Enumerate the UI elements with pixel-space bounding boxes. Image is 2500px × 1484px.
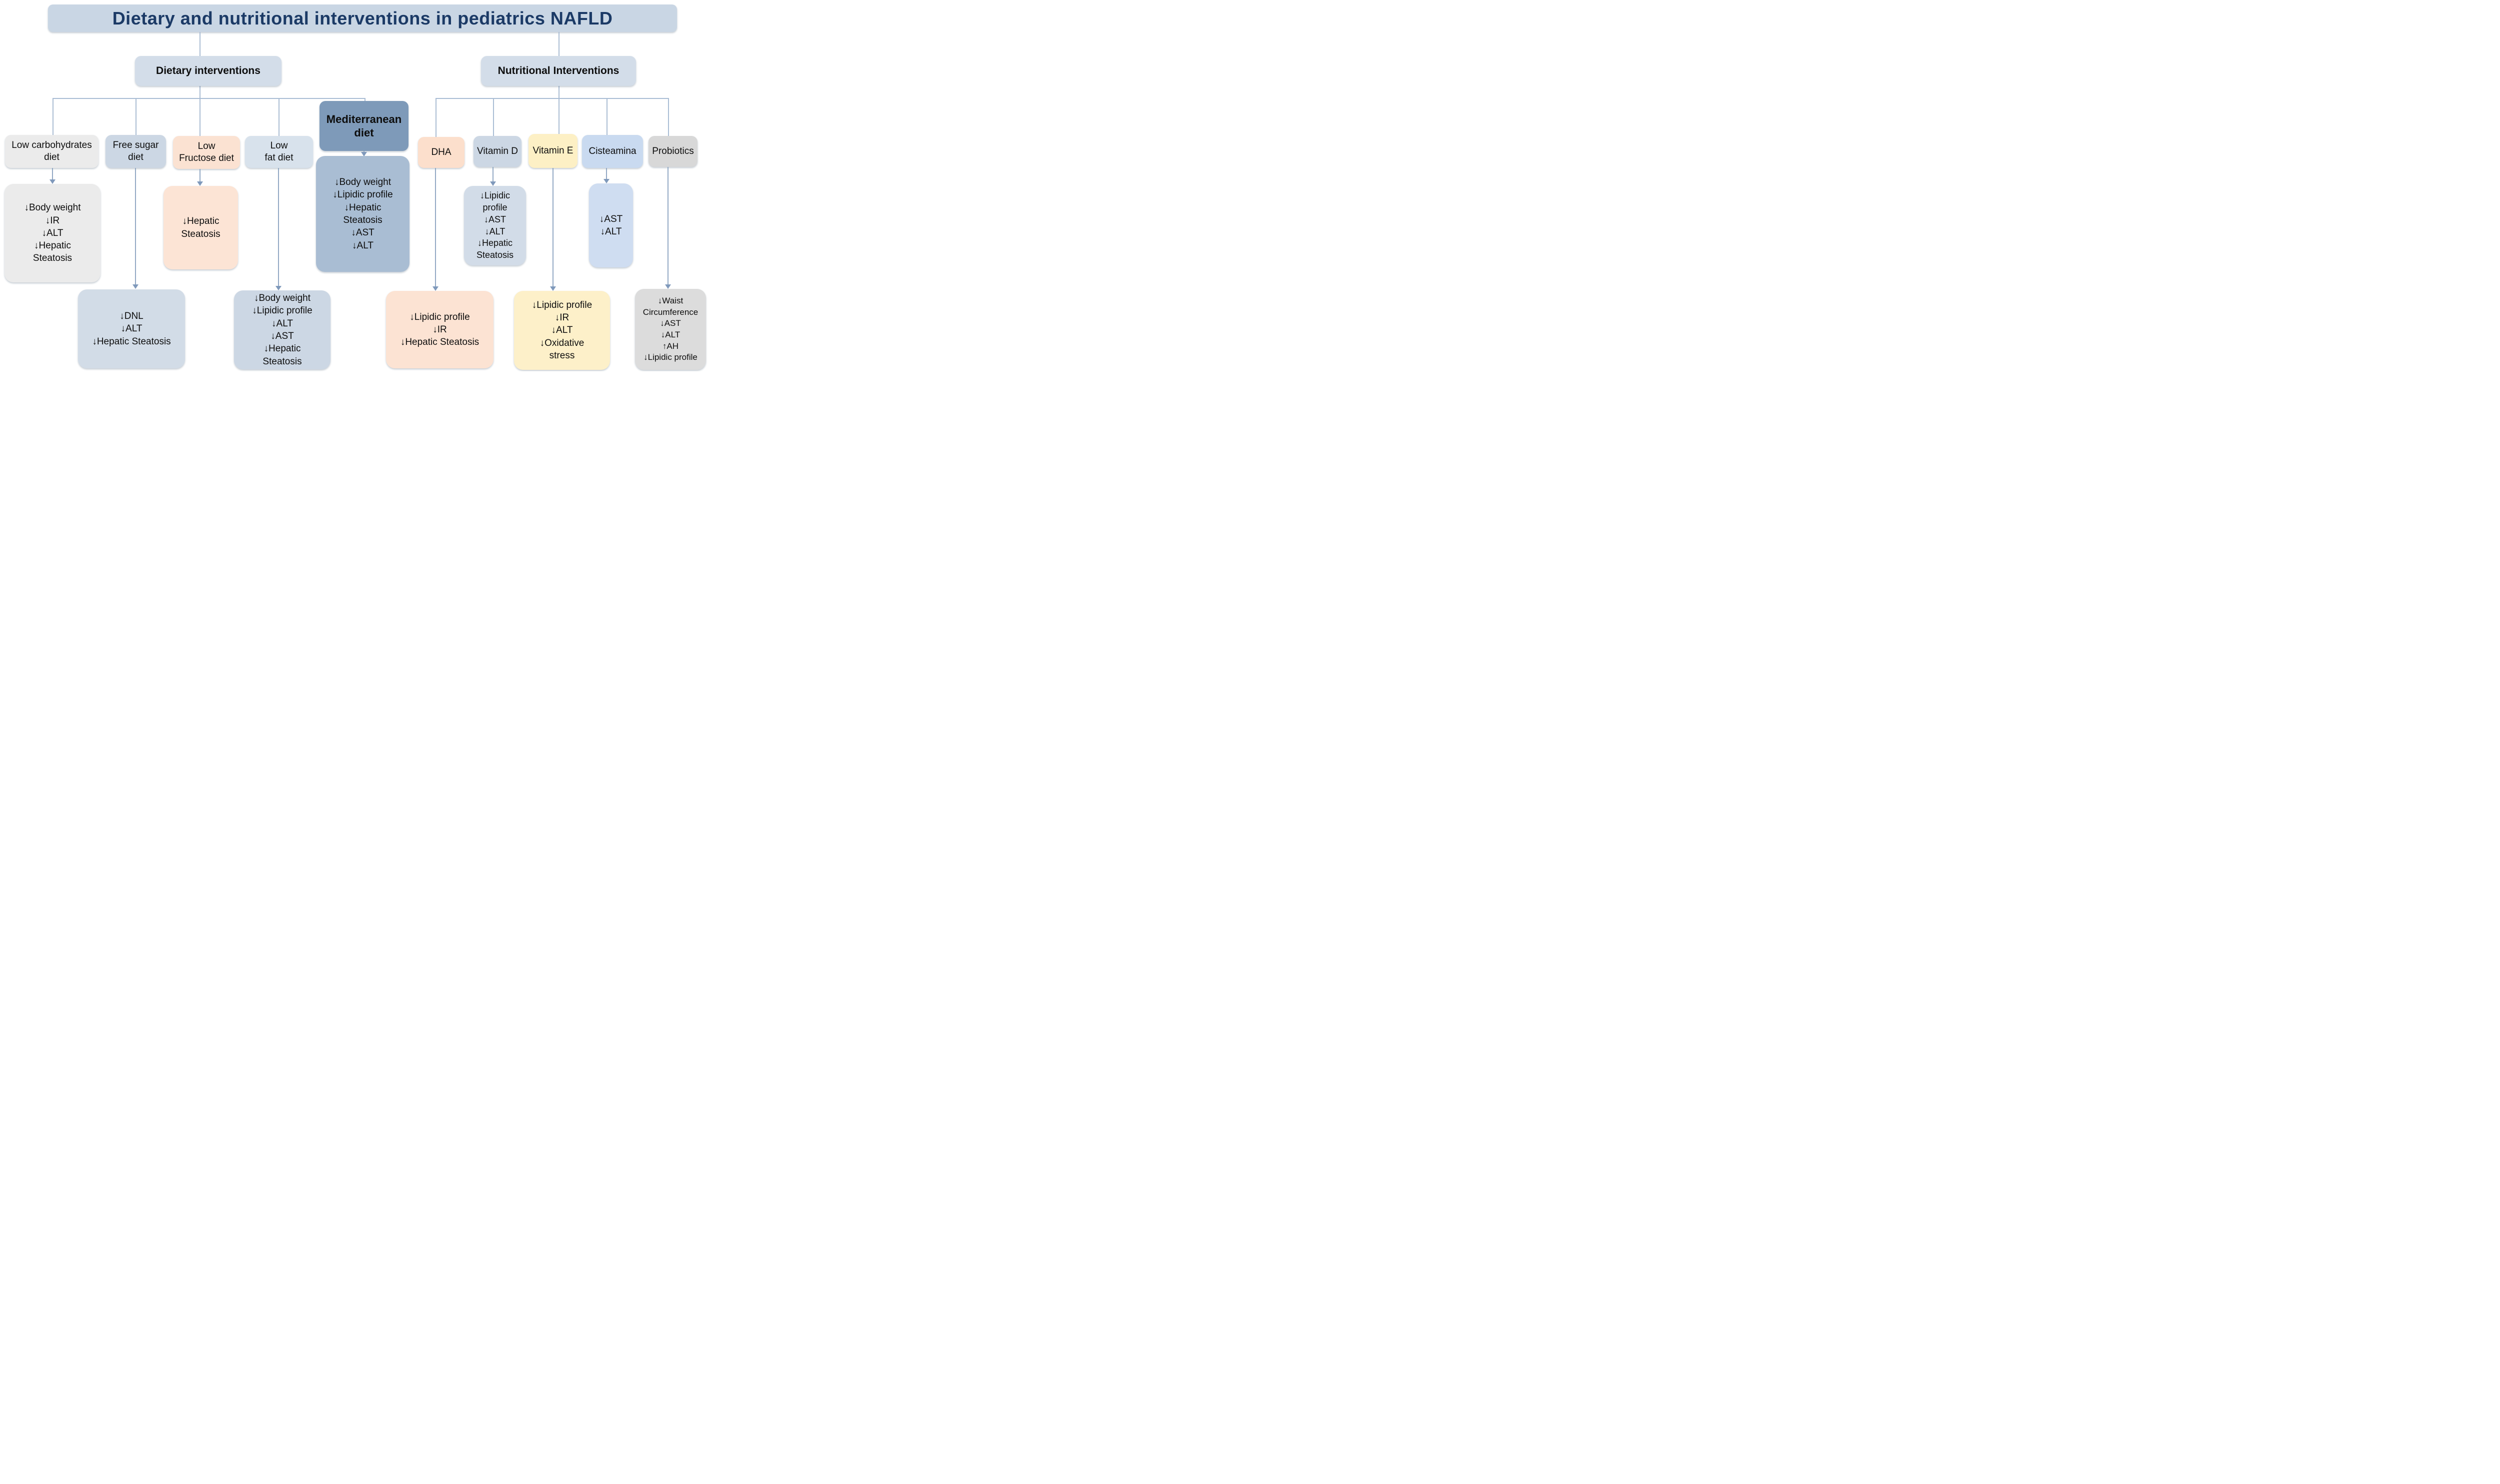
node-vitamin-e: Vitamin E	[528, 134, 578, 168]
node-mediterranean-diet: Mediterranean diet	[320, 101, 408, 151]
outcome-mediterranean-diet: ↓Body weight ↓Lipidic profile ↓Hepatic S…	[316, 156, 410, 272]
arrow-down-icon	[550, 286, 556, 291]
outcome-free-sugar-diet: ↓DNL ↓ALT ↓Hepatic Steatosis	[78, 289, 185, 368]
node-low-carbohydrates-diet: Low carbohydrates diet	[5, 135, 98, 168]
connector-line	[436, 98, 668, 99]
arrow-down-icon	[665, 284, 671, 289]
connector-line	[552, 168, 554, 287]
node-dha: DHA	[418, 137, 464, 168]
arrow-down-icon	[132, 284, 138, 289]
connector-line	[558, 32, 560, 56]
outcome-dha: ↓Lipidic profile ↓IR ↓Hepatic Steatosis	[386, 291, 494, 368]
connector-line	[668, 98, 669, 136]
node-cisteamina: Cisteamina	[582, 135, 643, 168]
outcome-vitamin-d: ↓Lipidic profile ↓AST ↓ALT ↓Hepatic Stea…	[464, 186, 526, 265]
branch-nutritional-interventions: Nutritional Interventions	[481, 56, 636, 86]
node-vitamin-d: Vitamin D	[474, 136, 522, 167]
arrow-down-icon	[276, 286, 282, 290]
outcome-low-fructose-diet: ↓Hepatic Steatosis	[164, 186, 238, 269]
arrow-down-icon	[361, 152, 367, 156]
arrow-down-icon	[50, 179, 56, 184]
outcome-probiotics: ↓Waist Circumference ↓AST ↓ALT ↑AH ↓Lipi…	[635, 289, 706, 370]
connector-line	[364, 98, 366, 102]
node-probiotics: Probiotics	[648, 136, 698, 167]
connector-line	[606, 168, 607, 179]
node-low-fat-diet: Low fat diet	[245, 136, 313, 168]
outcome-low-fat-diet: ↓Body weight ↓Lipidic profile ↓ALT ↓AST …	[234, 290, 330, 369]
connector-line	[492, 167, 494, 182]
connector-line	[558, 98, 560, 134]
node-low-fructose-diet: Low Fructose diet	[173, 136, 240, 169]
connector-line	[278, 98, 280, 136]
connector-line	[606, 98, 608, 135]
node-free-sugar-diet: Free sugar diet	[106, 135, 166, 168]
outcome-cisteamina: ↓AST ↓ALT	[589, 183, 633, 267]
connector-line	[52, 168, 53, 180]
connector-line	[52, 98, 54, 135]
arrow-down-icon	[197, 181, 203, 186]
arrow-down-icon	[432, 286, 438, 291]
branch-dietary-interventions: Dietary interventions	[135, 56, 282, 86]
arrow-down-icon	[490, 181, 496, 186]
connector-line	[558, 86, 560, 98]
connector-line	[135, 168, 136, 285]
diagram-title: Dietary and nutritional interventions in…	[48, 4, 677, 32]
connector-line	[493, 98, 494, 136]
arrow-down-icon	[604, 179, 610, 183]
outcome-vitamin-e: ↓Lipidic profile ↓IR ↓ALT ↓Oxidative str…	[514, 291, 610, 370]
connector-line	[278, 168, 279, 286]
connector-line	[52, 98, 366, 99]
connector-line	[435, 168, 436, 287]
outcome-low-carbohydrates-diet: ↓Body weight ↓IR ↓ALT ↓Hepatic Steatosis	[4, 184, 100, 282]
nafld-interventions-diagram: Dietary and nutritional interventions in…	[0, 0, 708, 371]
